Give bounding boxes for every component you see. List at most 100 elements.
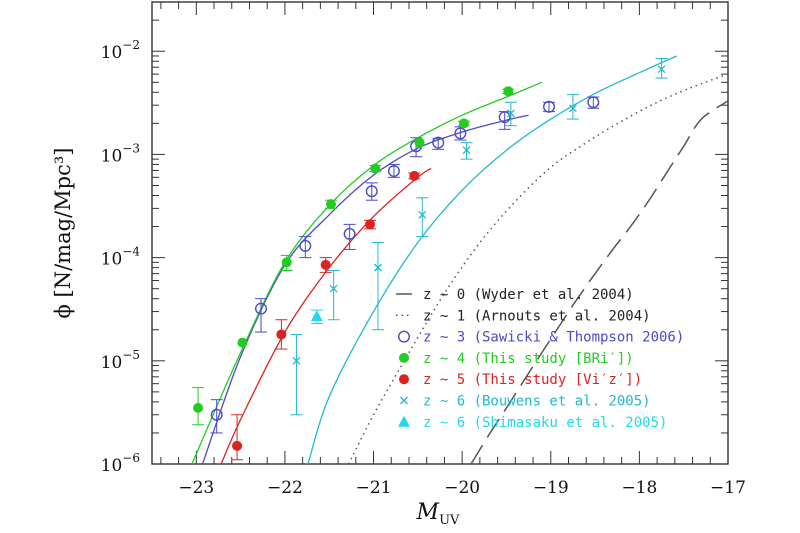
- legend-item-4: z ~ 5 (This study [Vi′z′]): [399, 372, 642, 388]
- x-tick-label: −19: [533, 478, 569, 498]
- legend-marker: [399, 352, 409, 363]
- x-tick-label: −20: [444, 478, 480, 498]
- cross-stroke: [329, 284, 338, 293]
- data-point-series-3: [193, 402, 204, 413]
- data-point-series-2: [365, 185, 378, 198]
- cross-stroke: [657, 65, 666, 74]
- legend-item-6: z ~ 6 (Shimasaku et al. 2005): [398, 415, 667, 431]
- data-point-series-2: [299, 239, 312, 252]
- fit-curve-series-2: [201, 114, 529, 464]
- x-tick-label: −21: [356, 478, 392, 498]
- legend-marker: [400, 396, 408, 405]
- fit-curve-series-5: [307, 55, 677, 464]
- x-tick-label: −22: [267, 478, 303, 498]
- legend-label: z ~ 3 (Sawicki & Thompson 2006): [423, 330, 684, 346]
- y-tick-base: 10: [101, 456, 123, 476]
- legend-marker: [398, 330, 411, 343]
- y-tick-label: 10−6: [101, 451, 140, 476]
- data-point-series-5: [374, 263, 382, 272]
- data-point-series-4: [232, 440, 243, 451]
- error-bar: [254, 298, 267, 333]
- y-tick-base: 10: [101, 250, 123, 270]
- cross-stroke: [506, 109, 515, 118]
- x-axis-title-sub: UV: [439, 513, 460, 528]
- legend-item-5: z ~ 6 (Bouwens et al. 2005): [400, 394, 651, 410]
- cross-stroke: [292, 356, 301, 365]
- data-point-series-2: [210, 408, 223, 421]
- y-tick-label: 10−3: [101, 141, 140, 166]
- legend-item-1: z ~ 1 (Arnouts et al. 2004): [396, 308, 651, 324]
- cross-stroke: [462, 146, 471, 155]
- error-bar: [416, 197, 429, 238]
- error-bar: [371, 242, 384, 331]
- legend-label: z ~ 6 (Shimasaku et al. 2005): [423, 415, 667, 431]
- plot-frame: [151, 1, 729, 465]
- legend: z ~ 0 (Wyder et al. 2004) z ~ 1 (Arnouts …: [396, 287, 684, 431]
- y-tick-exponent: −4: [122, 245, 140, 259]
- y-tick-label: 10−2: [101, 38, 140, 63]
- error-bar: [299, 236, 312, 259]
- y-tick-label: 10−4: [101, 245, 141, 270]
- data-point-series-2: [542, 100, 555, 113]
- cross-stroke: [400, 396, 408, 405]
- data-point-series-4: [276, 329, 287, 340]
- legend-label: z ~ 6 (Bouwens et al. 2005): [423, 394, 651, 410]
- data-point-series-5: [506, 109, 515, 118]
- error-bar: [387, 163, 400, 178]
- legend-item-2: z ~ 3 (Sawicki & Thompson 2006): [398, 330, 684, 346]
- data-point-series-2: [587, 96, 600, 109]
- y-tick-base: 10: [101, 146, 123, 166]
- data-point-series-5: [329, 284, 338, 293]
- y-tick-base: 10: [101, 353, 123, 373]
- x-tick-label: −17: [710, 478, 746, 498]
- data-point-series-6: [310, 310, 323, 322]
- fit-curve-series-3: [191, 81, 543, 464]
- data-point-series-5: [568, 104, 577, 113]
- y-axis-title: ϕ [N/mag/Mpc³]: [51, 148, 75, 319]
- data-point-series-3: [237, 337, 248, 348]
- data-point-series-2: [254, 302, 267, 315]
- data-point-series-2: [343, 227, 356, 240]
- legend-marker: [398, 415, 410, 427]
- legend-label: z ~ 5 (This study [Vi′z′]): [423, 372, 642, 388]
- error-bar: [231, 414, 244, 461]
- legend-label: z ~ 0 (Wyder et al. 2004): [423, 287, 634, 303]
- data-point-series-3: [414, 137, 425, 148]
- data-point-series-3: [326, 199, 337, 210]
- y-tick-exponent: −2: [122, 38, 140, 52]
- data-point-series-3: [458, 118, 469, 129]
- error-bar: [566, 94, 579, 120]
- legend-label: z ~ 1 (Arnouts et al. 2004): [423, 308, 651, 324]
- data-point-series-2: [387, 165, 400, 178]
- x-axis-title-main: M: [416, 500, 440, 525]
- data-point-series-2: [498, 111, 511, 124]
- legend-label: z ~ 4 (This study [BRi′]): [423, 351, 634, 367]
- legend-marker: [399, 374, 409, 385]
- y-tick-label: 10−5: [101, 348, 140, 373]
- y-tick-exponent: −3: [122, 141, 140, 155]
- y-tick-exponent: −5: [122, 348, 140, 362]
- data-point-series-4: [320, 259, 331, 270]
- error-bar: [210, 399, 223, 434]
- data-point-series-3: [503, 86, 514, 97]
- x-tick-label: −18: [621, 478, 657, 498]
- data-point-series-5: [292, 356, 301, 365]
- legend-item-3: z ~ 4 (This study [BRi′]): [399, 351, 634, 367]
- data-points: [192, 58, 668, 461]
- cross-stroke: [568, 104, 577, 113]
- data-point-series-5: [657, 65, 666, 74]
- x-axis-title: MUV: [416, 500, 460, 528]
- curve-series-0: [470, 100, 728, 464]
- legend-item-0: z ~ 0 (Wyder et al. 2004): [396, 287, 634, 303]
- cross-stroke: [418, 210, 427, 219]
- x-axis-ticks: −23 −22 −21 −20 −19 −18 −17: [160, 2, 746, 498]
- y-tick-base: 10: [101, 43, 123, 63]
- x-tick-label: −23: [178, 478, 214, 498]
- data-point-series-2: [432, 136, 445, 149]
- fit-curve-series-4: [220, 167, 432, 464]
- y-axis-ticks: 10−610−510−410−310−2: [101, 1, 728, 476]
- error-bar: [327, 270, 340, 321]
- data-point-series-2: [454, 127, 467, 140]
- error-bar: [290, 333, 303, 416]
